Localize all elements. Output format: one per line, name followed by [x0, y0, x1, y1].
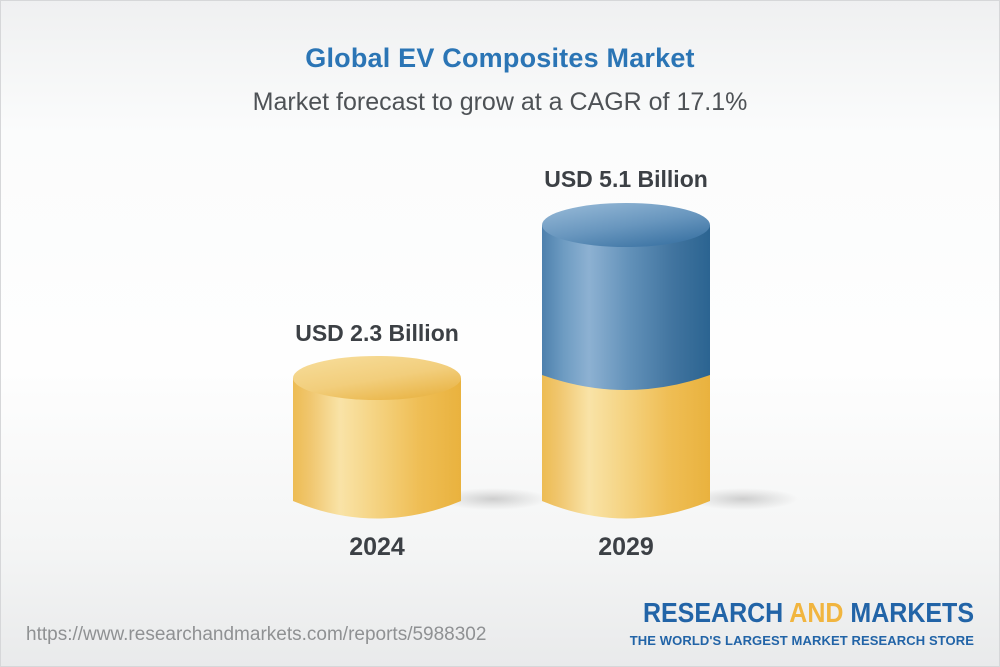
bar-2029-shadow [688, 488, 798, 510]
bar-2024-shadow [438, 488, 548, 510]
logo-word-markets: MARKETS [850, 597, 974, 629]
logo-word-and: AND [789, 597, 844, 629]
research-and-markets-logo: RESEARCH AND MARKETS THE WORLD'S LARGEST… [629, 598, 974, 648]
logo-word-research: RESEARCH [642, 597, 784, 629]
bar-2029-cylinder [542, 203, 710, 519]
value-label-2029: USD 5.1 Billion [544, 166, 708, 192]
category-label-2029: 2029 [598, 533, 654, 561]
logo-tagline: THE WORLD'S LARGEST MARKET RESEARCH STOR… [629, 633, 974, 648]
value-label-2024: USD 2.3 Billion [295, 320, 459, 346]
logo-wordmark: RESEARCH AND MARKETS [630, 598, 974, 630]
bar-2024-cylinder [293, 356, 461, 519]
bar-2029-base-segment [542, 375, 710, 519]
bar-2024-top-cap [293, 356, 461, 400]
chart-subtitle: Market forecast to grow at a CAGR of 17.… [252, 88, 748, 116]
report-url: https://www.researchandmarkets.com/repor… [26, 624, 487, 645]
bar-2024-body [293, 378, 461, 519]
bar-2029-growth-segment [542, 225, 710, 390]
bar-2029-top-cap [542, 203, 710, 247]
chart-title: Global EV Composites Market [305, 43, 695, 73]
category-label-2024: 2024 [349, 533, 405, 561]
